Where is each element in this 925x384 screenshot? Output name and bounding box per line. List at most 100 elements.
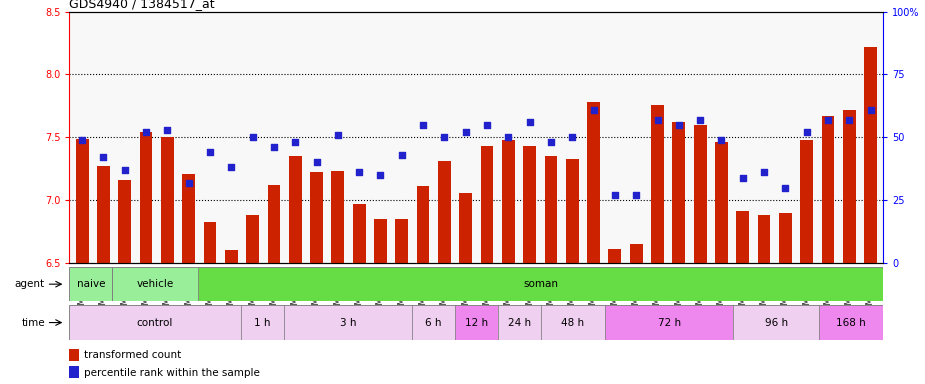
- Point: [373, 172, 388, 178]
- Bar: [694, 125, 707, 263]
- Text: percentile rank within the sample: percentile rank within the sample: [84, 367, 260, 377]
- Text: time: time: [21, 318, 45, 328]
- Bar: [395, 219, 408, 263]
- Text: agent: agent: [15, 279, 45, 289]
- Bar: [821, 116, 834, 263]
- Bar: [460, 193, 472, 263]
- Bar: [289, 156, 302, 263]
- Bar: [545, 156, 558, 263]
- Bar: [310, 172, 323, 263]
- Bar: [97, 166, 110, 263]
- Bar: [498, 305, 540, 340]
- Bar: [502, 140, 514, 263]
- Bar: [69, 267, 112, 301]
- Text: vehicle: vehicle: [136, 279, 174, 289]
- Text: 72 h: 72 h: [658, 318, 681, 328]
- Point: [501, 134, 516, 140]
- Bar: [331, 171, 344, 263]
- Point: [714, 137, 729, 143]
- Text: 6 h: 6 h: [426, 318, 442, 328]
- Bar: [524, 146, 536, 263]
- Point: [863, 106, 878, 113]
- Text: 96 h: 96 h: [765, 318, 788, 328]
- Bar: [246, 215, 259, 263]
- Bar: [118, 180, 131, 263]
- Point: [394, 152, 409, 158]
- Point: [181, 179, 196, 185]
- Point: [75, 137, 90, 143]
- Bar: [69, 366, 80, 379]
- Bar: [416, 186, 429, 263]
- Point: [266, 144, 281, 151]
- Point: [437, 134, 451, 140]
- Bar: [609, 249, 622, 263]
- Bar: [374, 219, 387, 263]
- Bar: [843, 109, 856, 263]
- Bar: [630, 244, 643, 263]
- Bar: [76, 139, 89, 263]
- Text: 168 h: 168 h: [836, 318, 866, 328]
- Point: [820, 117, 835, 123]
- Bar: [225, 250, 238, 263]
- Point: [224, 164, 239, 170]
- Point: [650, 117, 665, 123]
- Bar: [413, 305, 455, 340]
- Text: transformed count: transformed count: [84, 350, 181, 360]
- Bar: [161, 137, 174, 263]
- Point: [160, 127, 175, 133]
- Point: [480, 122, 495, 128]
- Point: [96, 154, 111, 161]
- Bar: [267, 185, 280, 263]
- Bar: [736, 212, 749, 263]
- Bar: [352, 204, 365, 263]
- Bar: [240, 305, 284, 340]
- Point: [608, 192, 623, 198]
- Text: 12 h: 12 h: [464, 318, 488, 328]
- Point: [757, 169, 771, 175]
- Bar: [820, 305, 883, 340]
- Point: [352, 169, 366, 175]
- Point: [586, 106, 601, 113]
- Bar: [112, 267, 198, 301]
- Text: 1 h: 1 h: [254, 318, 270, 328]
- Bar: [540, 305, 605, 340]
- Point: [672, 122, 686, 128]
- Bar: [69, 305, 240, 340]
- Bar: [198, 267, 883, 301]
- Point: [629, 192, 644, 198]
- Point: [693, 117, 708, 123]
- Point: [544, 139, 559, 146]
- Point: [245, 134, 260, 140]
- Point: [139, 129, 154, 135]
- Text: naive: naive: [77, 279, 105, 289]
- Bar: [69, 349, 80, 361]
- Point: [523, 119, 537, 125]
- Bar: [605, 305, 734, 340]
- Bar: [779, 213, 792, 263]
- Point: [799, 129, 814, 135]
- Point: [117, 167, 132, 173]
- Bar: [800, 140, 813, 263]
- Text: 48 h: 48 h: [561, 318, 585, 328]
- Text: GDS4940 / 1384517_at: GDS4940 / 1384517_at: [69, 0, 215, 10]
- Bar: [758, 215, 771, 263]
- Point: [415, 122, 430, 128]
- Bar: [438, 161, 450, 263]
- Bar: [204, 222, 216, 263]
- Bar: [182, 174, 195, 263]
- Text: 3 h: 3 h: [339, 318, 356, 328]
- Bar: [672, 122, 685, 263]
- Bar: [566, 159, 579, 263]
- Bar: [284, 305, 413, 340]
- Point: [458, 129, 473, 135]
- Text: control: control: [137, 318, 173, 328]
- Point: [309, 159, 324, 166]
- Bar: [587, 102, 600, 263]
- Point: [330, 132, 345, 138]
- Point: [842, 117, 857, 123]
- Bar: [651, 104, 664, 263]
- Point: [288, 139, 302, 146]
- Point: [778, 185, 793, 191]
- Bar: [864, 47, 877, 263]
- Bar: [715, 142, 728, 263]
